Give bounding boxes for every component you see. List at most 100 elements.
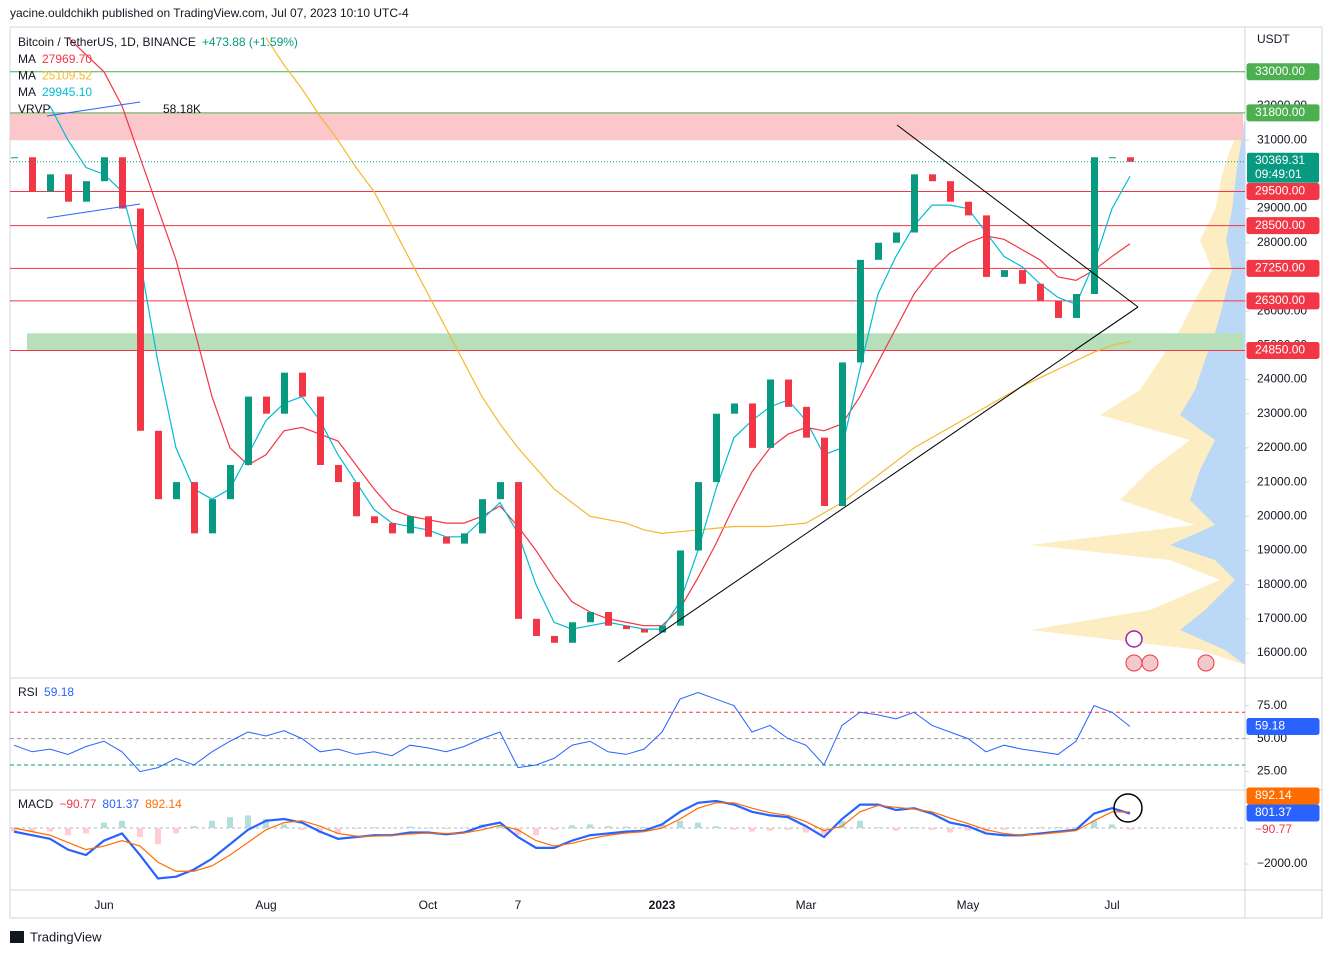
axis-label: 31800.00 [1255, 105, 1305, 119]
line-series [265, 37, 1131, 534]
axis-label: 801.37 [1255, 805, 1292, 819]
y-tick-label: 25.00 [1257, 764, 1287, 778]
axis-label-box [1246, 104, 1320, 122]
candle [1127, 157, 1134, 162]
vrvp-name: VRVP [18, 102, 50, 116]
histogram-bar [569, 825, 575, 829]
axis-label: 59.18 [1255, 719, 1285, 733]
histogram-bar [677, 820, 683, 829]
volume-profile [1030, 118, 1245, 665]
axis-label-box [1246, 182, 1320, 200]
trendline [1074, 306, 1139, 351]
line-series [13, 802, 1131, 872]
price-zone [27, 333, 1243, 351]
histogram-bar [245, 815, 251, 829]
axis-label-box [1246, 341, 1320, 359]
ma-name: MA [18, 69, 36, 83]
y-tick-label: 20000.00 [1257, 508, 1307, 522]
axis-label-box [1246, 718, 1320, 736]
channel-line [46, 101, 141, 117]
y-tick-label: 18000.00 [1257, 577, 1307, 591]
indicator-name: RSI [18, 685, 38, 699]
ma-name: MA [18, 85, 36, 99]
candle [101, 157, 108, 182]
candle [767, 379, 774, 448]
candle [641, 629, 648, 633]
last-price-box [1247, 152, 1319, 183]
candle [623, 625, 630, 630]
y-tick-label: 31000.00 [1257, 132, 1307, 146]
histogram-bar [695, 822, 701, 829]
histogram-bar [83, 828, 89, 834]
candle [749, 403, 756, 448]
flag-icon[interactable] [1125, 654, 1143, 672]
candle [425, 516, 432, 537]
axis-label: 29500.00 [1255, 184, 1305, 198]
flag-icon[interactable] [1197, 654, 1215, 672]
candle [893, 232, 900, 243]
indicator-name: MACD [18, 797, 54, 811]
histogram-bar [1055, 827, 1061, 829]
histogram-bar [353, 828, 359, 829]
candle [1109, 157, 1116, 159]
candle [389, 523, 396, 534]
histogram-bar [497, 825, 503, 829]
last-price: 30369.31 [1255, 153, 1305, 167]
histogram-bar [299, 828, 305, 830]
histogram-bar [371, 827, 377, 829]
indicator-value: 59.18 [44, 685, 74, 699]
candle [965, 201, 972, 216]
x-tick-label: Jul [1104, 898, 1119, 912]
currency: USDT [1257, 32, 1290, 46]
candle [785, 379, 792, 407]
histogram-bar [515, 828, 521, 836]
y-tick-label: 16000.00 [1257, 645, 1307, 659]
axis-label: 33000.00 [1255, 64, 1305, 78]
indicator-value: 801.37 [102, 797, 139, 811]
axis-label: 28500.00 [1255, 218, 1305, 232]
candle [911, 174, 918, 233]
candle [1091, 157, 1098, 295]
y-tick-label: 29000.00 [1257, 201, 1307, 215]
event-icon[interactable] [1125, 630, 1143, 648]
histogram-bar [947, 828, 953, 833]
histogram-bar [803, 828, 809, 833]
histogram-bar [713, 826, 719, 829]
candle [1001, 270, 1008, 277]
channel-line [46, 203, 141, 219]
histogram-bar [551, 828, 557, 830]
candle [659, 625, 666, 633]
candle [1019, 270, 1026, 284]
price-change: +473.88 (+1.59%) [202, 35, 298, 49]
candle [65, 174, 72, 202]
histogram-bar [209, 820, 215, 829]
frame [9, 26, 1323, 919]
y-tick-label: 22000.00 [1257, 440, 1307, 454]
histogram-bar [425, 827, 431, 829]
candle [551, 635, 558, 643]
histogram-bar [191, 826, 197, 829]
axis-label-box [1246, 217, 1320, 235]
flag-icon[interactable] [1141, 654, 1159, 672]
vrvp-value: 58.18K [163, 102, 201, 116]
candle [929, 174, 936, 182]
axis-label-box [1246, 821, 1320, 839]
candle [983, 215, 990, 277]
indicator-value: 892.14 [145, 797, 182, 811]
axis-label-box [1246, 63, 1320, 81]
histogram-bar [11, 828, 17, 832]
y-tick-label: 75.00 [1257, 698, 1287, 712]
candle [47, 174, 54, 192]
axis-label-box [1246, 787, 1320, 805]
x-tick-label: Jun [94, 898, 113, 912]
axis-label: 892.14 [1255, 788, 1292, 802]
x-tick-label: May [957, 898, 980, 912]
histogram-bar [155, 828, 161, 845]
histogram-bar [785, 828, 791, 830]
histogram-bar [1037, 827, 1043, 829]
x-tick-label: Aug [255, 898, 276, 912]
axis-label-box [1246, 259, 1320, 277]
trendline [896, 124, 1139, 308]
highlight-circle [1113, 793, 1143, 823]
candle [677, 550, 684, 626]
